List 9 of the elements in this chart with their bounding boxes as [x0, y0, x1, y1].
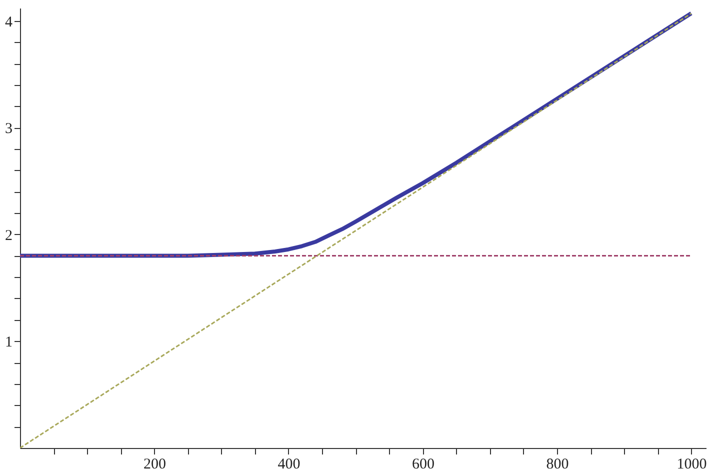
x-tick-label: 600 [412, 456, 434, 472]
x-tick-label: 200 [143, 456, 166, 472]
y-tick-label: 3 [5, 121, 12, 138]
x-tick-label: 800 [546, 456, 569, 472]
y-tick-label: 1 [5, 334, 12, 351]
y-tick-label: 2 [5, 228, 12, 244]
x-tick-label: 400 [278, 456, 300, 472]
y-tick-label: 4 [5, 14, 13, 30]
x-tick-label: 1000 [676, 456, 707, 472]
